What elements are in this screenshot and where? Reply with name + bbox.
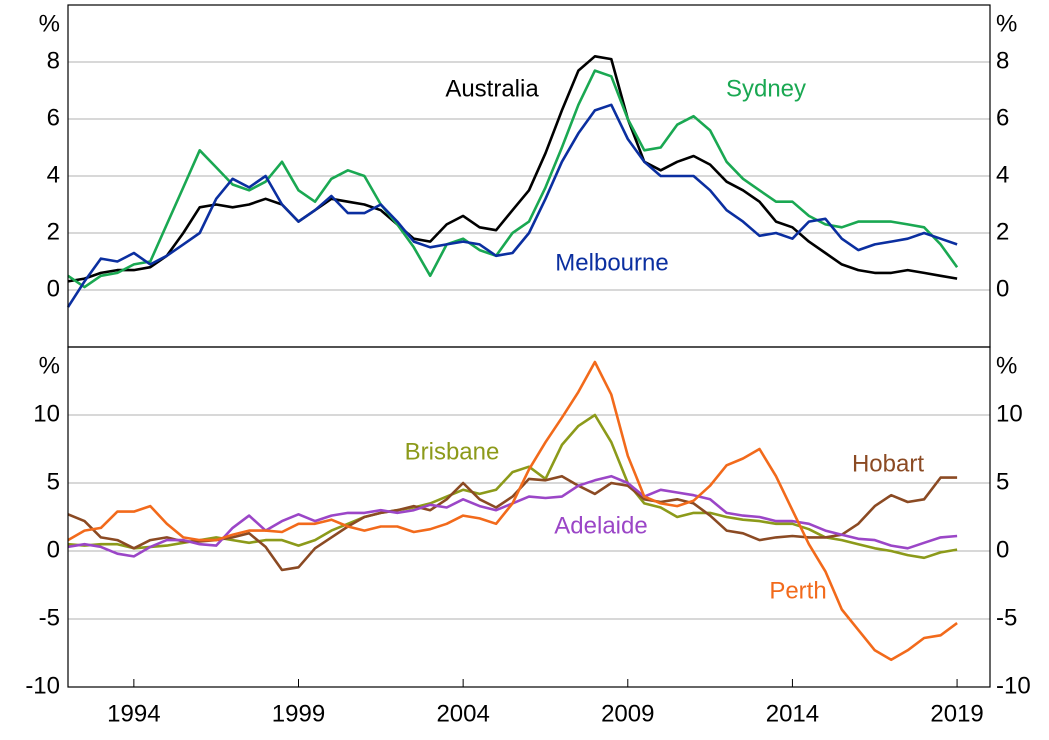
- y2-tick-label: 4: [996, 161, 1009, 188]
- y2-axis-unit: %: [996, 10, 1017, 37]
- x-tick-label: 1994: [107, 700, 160, 727]
- series-line: [67, 55, 958, 283]
- series-line: [66, 103, 958, 308]
- y2-tick-label: -10: [996, 672, 1031, 699]
- series-label: Hobart: [852, 450, 924, 477]
- x-tick-label: 2004: [436, 700, 489, 727]
- y-tick-label: -10: [25, 672, 60, 699]
- y2-tick-label: 10: [996, 400, 1023, 427]
- y-tick-label: 10: [33, 400, 60, 427]
- y2-axis-unit: %: [996, 352, 1017, 379]
- series-label: Melbourne: [555, 249, 668, 276]
- y-tick-label: 2: [47, 218, 60, 245]
- series-label: Brisbane: [405, 438, 500, 465]
- series-line: [67, 474, 958, 558]
- y2-tick-label: 5: [996, 468, 1009, 495]
- x-tick-label: 2009: [601, 700, 654, 727]
- y-tick-label: 5: [47, 468, 60, 495]
- y2-tick-label: -5: [996, 604, 1017, 631]
- series-label: Adelaide: [554, 512, 647, 539]
- y2-tick-label: 2: [996, 218, 1009, 245]
- series-label: Australia: [445, 75, 539, 102]
- series-line: [67, 360, 958, 662]
- x-tick-label: 2014: [766, 700, 819, 727]
- y-tick-label: -5: [39, 604, 60, 631]
- y-tick-label: 4: [47, 161, 60, 188]
- y2-tick-label: 8: [996, 47, 1009, 74]
- series-label: Perth: [769, 577, 826, 604]
- y-axis-unit: %: [39, 352, 60, 379]
- y-axis-unit: %: [39, 10, 60, 37]
- y-tick-label: 6: [47, 104, 60, 131]
- y-tick-label: 8: [47, 47, 60, 74]
- y2-tick-label: 6: [996, 104, 1009, 131]
- y-tick-label: 0: [47, 536, 60, 563]
- series-label: Sydney: [726, 75, 806, 102]
- series-line: [67, 413, 958, 560]
- y2-tick-label: 0: [996, 536, 1009, 563]
- y2-tick-label: 0: [996, 275, 1009, 302]
- series-line: [67, 474, 958, 572]
- x-tick-label: 2019: [930, 700, 983, 727]
- y-tick-label: 0: [47, 275, 60, 302]
- series-line: [67, 69, 959, 289]
- x-tick-label: 1999: [272, 700, 325, 727]
- panel-frame: [67, 346, 991, 688]
